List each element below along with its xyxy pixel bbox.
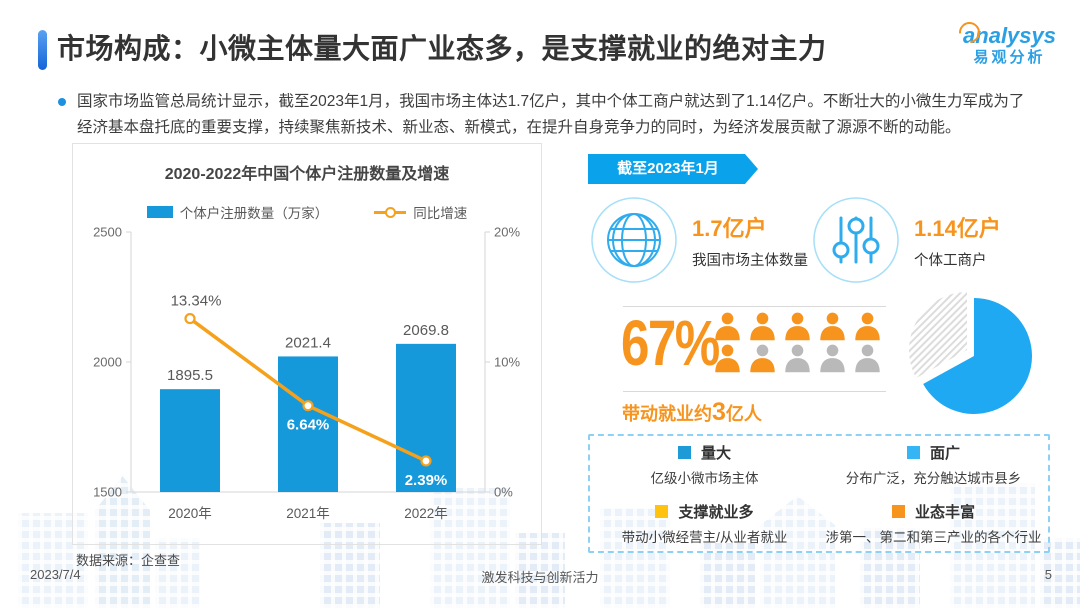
takeaway-swatch-icon bbox=[906, 445, 920, 459]
line-marker-icon bbox=[385, 206, 397, 218]
summary-paragraph: 国家市场监管总局统计显示，截至2023年1月，我国市场主体达1.7亿户，其中个体… bbox=[77, 93, 1025, 136]
stat-individual-businesses: 1.14亿户 个体工商户 bbox=[812, 196, 1001, 284]
takeaway-desc: 亿级小微市场主体 bbox=[650, 470, 759, 486]
svg-text:2069.8: 2069.8 bbox=[403, 322, 449, 339]
person-icon bbox=[855, 312, 880, 341]
people-icons-grid bbox=[712, 312, 892, 373]
takeaway-title: 业态丰富 bbox=[914, 503, 975, 521]
logo-wordmark: analysys bbox=[954, 17, 1056, 48]
analysys-logo: analysys 易观分析 bbox=[954, 17, 1056, 67]
employment-caption: 带动就业约3亿人 bbox=[622, 398, 762, 427]
svg-text:2021.4: 2021.4 bbox=[285, 334, 331, 351]
svg-text:13.34%: 13.34% bbox=[171, 293, 222, 310]
takeaway-swatch-icon bbox=[655, 504, 669, 518]
data-source-note: 数据来源：企查查 bbox=[76, 553, 181, 568]
svg-text:2000: 2000 bbox=[93, 355, 122, 370]
sliders-icon bbox=[813, 197, 899, 283]
takeaway-item: 业态丰富涉第一、第二和第三产业的各个行业 bbox=[819, 501, 1048, 546]
takeaway-item: 面广分布广泛，充分触达城市县乡 bbox=[819, 442, 1048, 487]
legend-item-line: 同比增速 bbox=[374, 202, 467, 222]
takeaway-title: 支撑就业多 bbox=[678, 503, 754, 521]
chart-legend: 个体户注册数量（万家） 同比增速 bbox=[73, 202, 541, 222]
takeaway-swatch-icon bbox=[891, 504, 905, 518]
person-icon bbox=[750, 344, 775, 373]
legend-item-bar: 个体户注册数量（万家） bbox=[146, 202, 329, 222]
svg-text:2022年: 2022年 bbox=[404, 506, 448, 521]
stat-value: 1.7亿户 bbox=[692, 215, 767, 241]
line-series-swatch bbox=[374, 206, 407, 218]
svg-text:10%: 10% bbox=[494, 355, 520, 370]
stat-label: 我国市场主体数量 bbox=[692, 252, 808, 269]
person-icon bbox=[715, 344, 740, 373]
svg-text:1895.5: 1895.5 bbox=[167, 367, 213, 384]
svg-text:2020年: 2020年 bbox=[168, 506, 212, 521]
caption-prefix: 带动就业约 bbox=[622, 404, 712, 424]
divider-bottom bbox=[623, 391, 886, 392]
pie-chart bbox=[908, 292, 1032, 414]
date-banner: 截至2023年1月 bbox=[588, 154, 758, 184]
svg-text:20%: 20% bbox=[494, 225, 520, 240]
takeaway-desc: 涉第一、第二和第三产业的各个行业 bbox=[825, 529, 1042, 545]
svg-text:6.64%: 6.64% bbox=[287, 417, 330, 434]
page-number: 5 bbox=[1044, 567, 1052, 582]
person-icon bbox=[820, 344, 845, 373]
bullet-icon bbox=[58, 98, 66, 106]
stat-value: 1.14亿户 bbox=[914, 215, 1001, 241]
employment-percent: 67% bbox=[621, 307, 720, 379]
stat-market-entities: 1.7亿户 我国市场主体数量 bbox=[590, 196, 808, 284]
person-icon bbox=[855, 344, 880, 373]
takeaway-item: 量大亿级小微市场主体 bbox=[590, 442, 819, 487]
globe-icon bbox=[591, 197, 677, 283]
svg-text:2500: 2500 bbox=[93, 225, 122, 240]
svg-text:2.39%: 2.39% bbox=[405, 472, 448, 489]
takeaway-desc: 分布广泛，充分触达城市县乡 bbox=[845, 470, 1022, 486]
footer-slogan: 激发科技与创新活力 bbox=[481, 570, 599, 585]
takeaway-legend-box: 量大 亿级小微市场主体 面广 分布广泛，充分触达城市县乡 支撑就业多 带动小微经营主/从业… bbox=[588, 434, 1050, 553]
takeaway-desc: 带动小微经营主/从业者就业 bbox=[621, 529, 788, 545]
takeaway-title: 量大 bbox=[700, 444, 731, 462]
caption-suffix: 亿人 bbox=[725, 404, 762, 424]
person-icon bbox=[785, 344, 810, 373]
person-icon bbox=[820, 312, 845, 341]
footer-date: 2023/7/4 bbox=[30, 567, 81, 582]
person-icon bbox=[750, 312, 775, 341]
chart-title: 2020-2022年中国个体户注册数量及增速 bbox=[164, 166, 450, 183]
takeaway-swatch-icon bbox=[677, 445, 691, 459]
logo-cn-text: 易观分析 bbox=[973, 49, 1046, 67]
bar-line-plot: 2500 2000 1500 20% 10% 0% 1895.5 2020年 2021.4 202… bbox=[93, 225, 520, 522]
takeaway-item: 支撑就业多带动小微经营主/从业者就业 bbox=[590, 501, 819, 546]
caption-number: 3 bbox=[712, 398, 726, 426]
svg-text:1500: 1500 bbox=[93, 485, 122, 500]
takeaway-title: 面广 bbox=[929, 444, 960, 462]
bar-line-chart-card: 2020-2022年中国个体户注册数量及增速 个体户注册数量（万家） 同比增速 … bbox=[72, 143, 542, 545]
svg-text:2021年: 2021年 bbox=[286, 506, 330, 521]
svg-text:0%: 0% bbox=[494, 485, 513, 500]
bar-series-swatch bbox=[146, 206, 173, 218]
stat-label: 个体工商户 bbox=[914, 252, 987, 269]
person-icon bbox=[715, 312, 740, 341]
bar-series-label: 个体户注册数量（万家） bbox=[179, 206, 329, 221]
page-title: 市场构成：小微主体量大面广业态多，是支撑就业的绝对主力 bbox=[57, 33, 827, 64]
line-series-label: 同比增速 bbox=[413, 206, 468, 221]
person-icon bbox=[785, 312, 810, 341]
divider-top bbox=[623, 306, 886, 307]
logo-en-text: analysys bbox=[963, 23, 1056, 48]
title-accent-bar bbox=[38, 30, 47, 70]
